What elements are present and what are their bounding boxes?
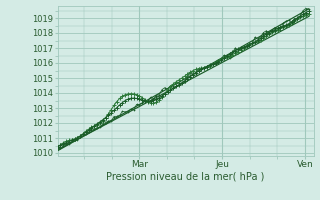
- X-axis label: Pression niveau de la mer( hPa ): Pression niveau de la mer( hPa ): [107, 172, 265, 182]
